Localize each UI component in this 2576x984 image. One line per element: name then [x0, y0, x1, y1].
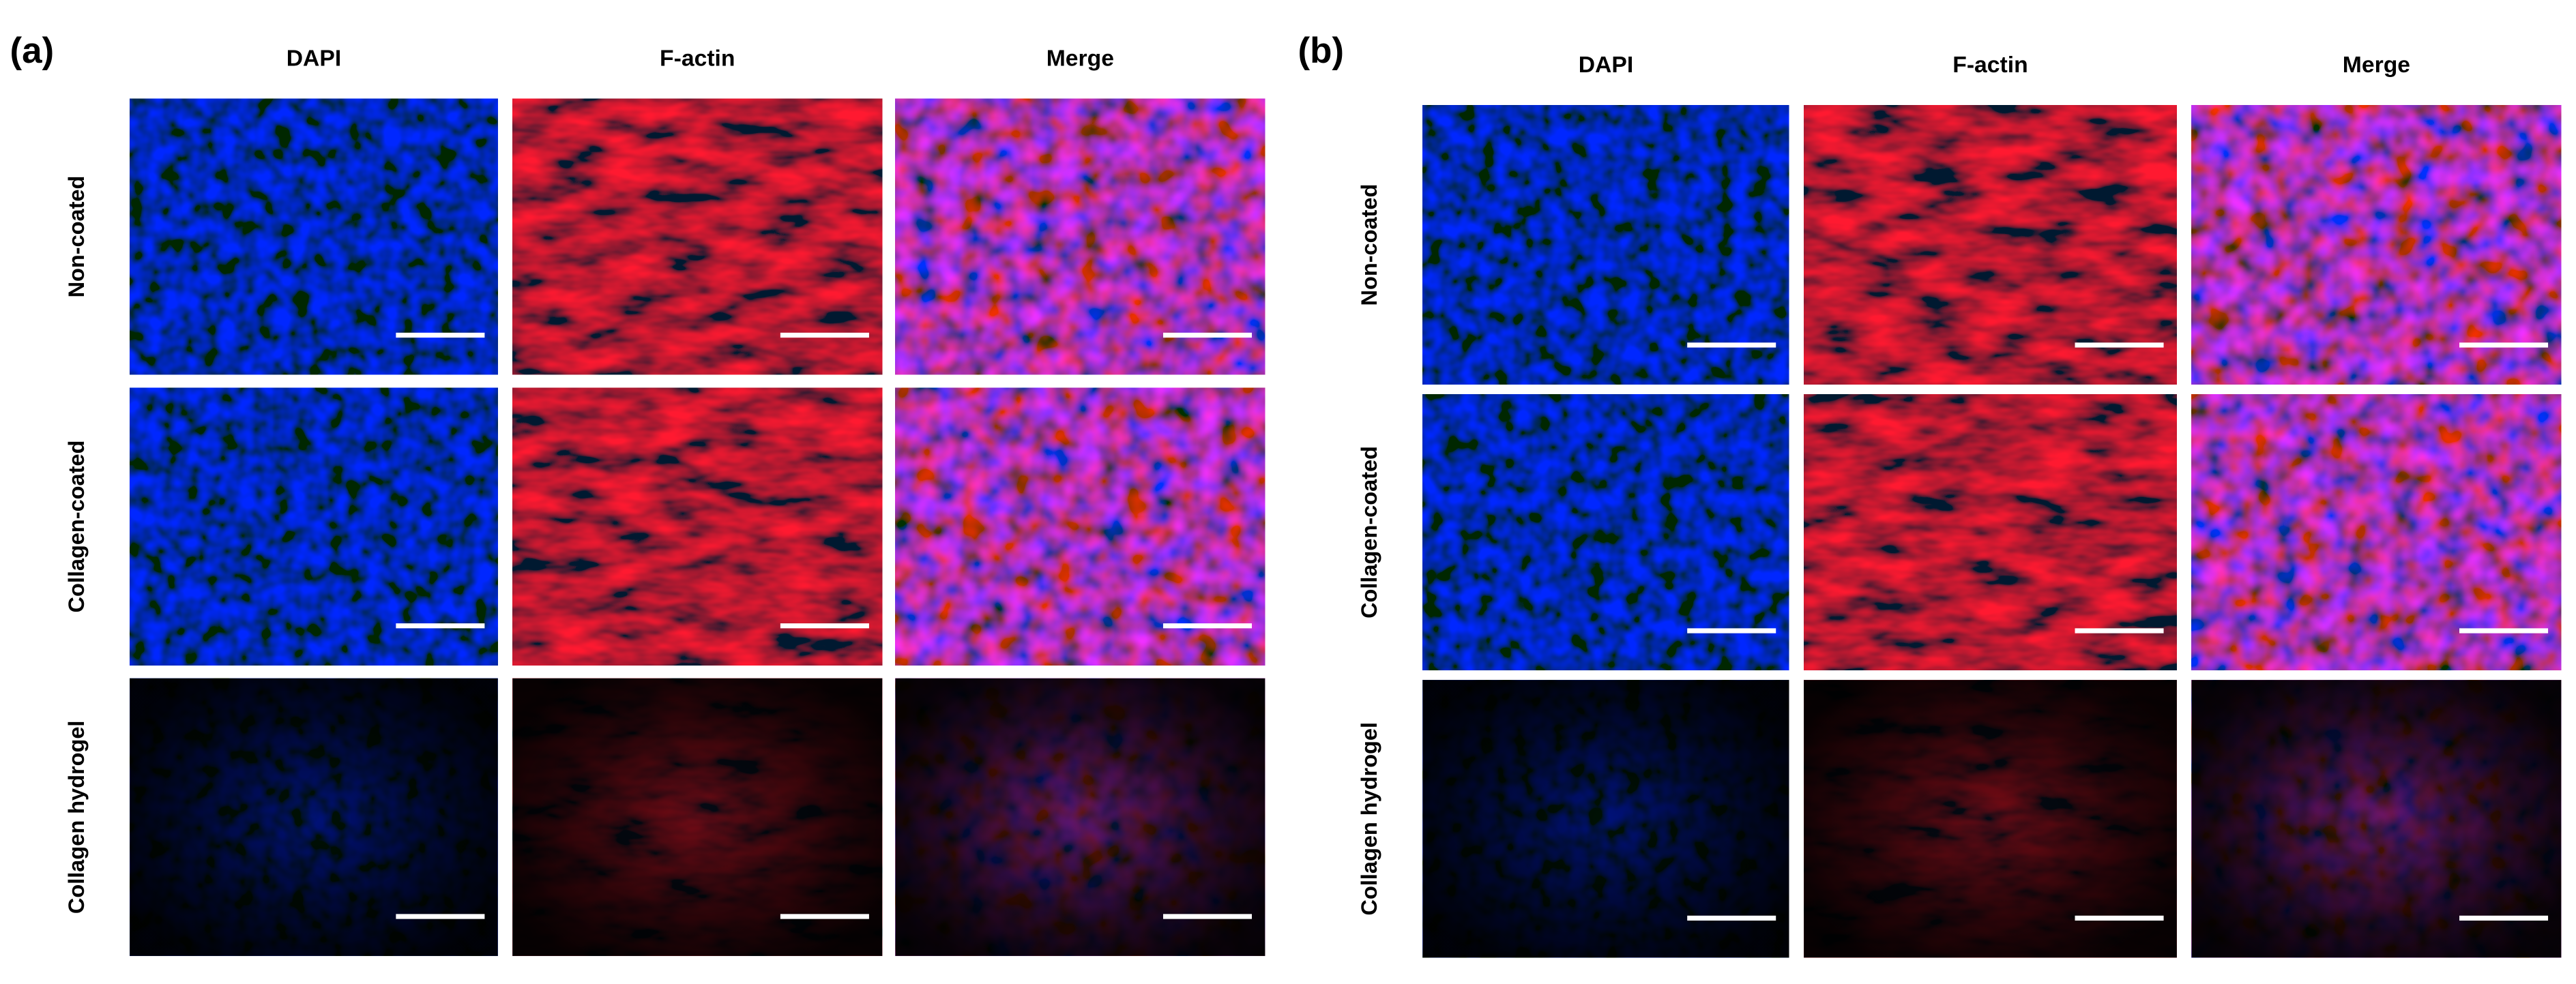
image-vignette [2191, 680, 2562, 958]
micrograph [1422, 680, 1789, 958]
column-header: Merge [1046, 46, 1114, 72]
column-header: DAPI [1579, 52, 1634, 78]
column-header: F-actin [660, 46, 735, 72]
micrograph [130, 387, 498, 666]
image-texture [1804, 105, 2177, 385]
column-header: DAPI [287, 46, 342, 72]
micrograph [1804, 394, 2177, 670]
image-texture [2191, 394, 2562, 670]
micrograph [1422, 394, 1789, 670]
row-label: Collagen hydrogel [1357, 722, 1381, 916]
micrograph [895, 678, 1265, 956]
micrograph [1804, 105, 2177, 385]
micrograph [2191, 680, 2562, 958]
image-texture [895, 98, 1265, 375]
image-texture [1804, 394, 2177, 670]
micrograph [895, 98, 1265, 375]
panel-label: (b) [1298, 31, 1344, 71]
image-vignette [512, 678, 883, 956]
image-texture [1422, 394, 1789, 670]
row-label: Collagen-coated [1357, 446, 1381, 618]
micrograph [2191, 105, 2562, 385]
image-vignette [130, 678, 498, 956]
image-texture [130, 98, 498, 375]
column-header: Merge [2343, 52, 2410, 78]
micrograph [1804, 680, 2177, 958]
row-label: Collagen hydrogel [64, 721, 89, 914]
micrograph [130, 98, 498, 375]
image-vignette [1422, 680, 1789, 958]
micrograph [512, 678, 883, 956]
image-texture [130, 387, 498, 666]
micrograph [1422, 105, 1789, 385]
row-label: Non-coated [64, 176, 89, 298]
micrograph [130, 678, 498, 956]
image-texture [1422, 105, 1789, 385]
image-texture [2191, 105, 2562, 385]
micrograph [512, 98, 883, 375]
image-texture [512, 387, 883, 666]
row-label: Collagen-coated [64, 441, 89, 613]
image-texture [512, 98, 883, 375]
micrograph [512, 387, 883, 666]
image-vignette [1804, 680, 2177, 958]
panel-label: (a) [10, 31, 54, 71]
micrograph [895, 387, 1265, 666]
image-texture [895, 387, 1265, 666]
micrograph [2191, 394, 2562, 670]
row-label: Non-coated [1357, 184, 1381, 306]
image-vignette [895, 678, 1265, 956]
column-header: F-actin [1952, 52, 2028, 78]
